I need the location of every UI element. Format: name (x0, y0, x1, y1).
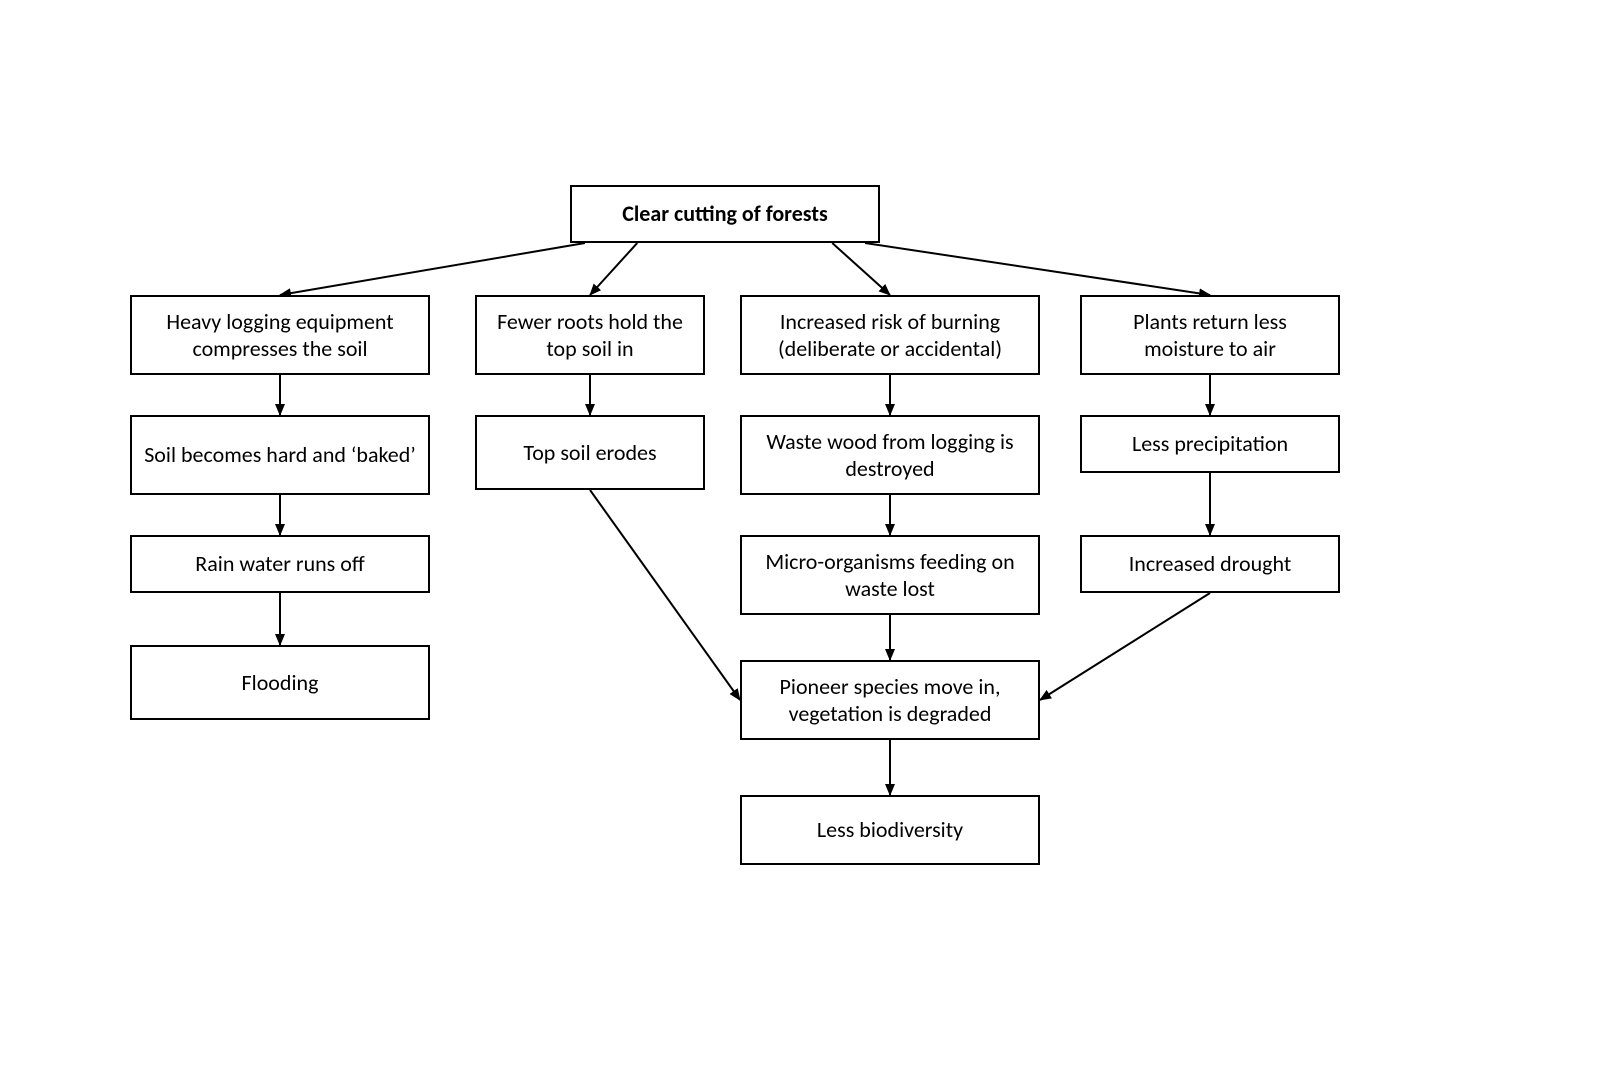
flowchart-node-label: Clear cutting of forests (622, 200, 827, 228)
flowchart-edge-c4r3-to-c3r4 (1040, 593, 1210, 700)
flowchart-node-c1r4: Flooding (130, 645, 430, 720)
flowchart-node-c3r3: Micro-organisms feeding on waste lost (740, 535, 1040, 615)
flowchart-node-root: Clear cutting of forests (570, 185, 880, 243)
flowchart-node-c4r1: Plants return less moisture to air (1080, 295, 1340, 375)
flowchart-node-c3r5: Less biodiversity (740, 795, 1040, 865)
flowchart-node-label: Less biodiversity (817, 816, 963, 844)
flowchart-node-c4r2: Less precipitation (1080, 415, 1340, 473)
flowchart-node-label: Less precipitation (1132, 430, 1288, 458)
flowchart-node-label: Pioneer species move in, vegetation is d… (752, 673, 1028, 728)
flowchart-node-label: Soil becomes hard and ‘baked’ (144, 441, 416, 469)
flowchart-node-label: Increased drought (1129, 550, 1291, 578)
flowchart-edge-root-to-c2r1 (590, 243, 637, 295)
flowchart-node-c1r1: Heavy logging equipment compresses the s… (130, 295, 430, 375)
flowchart-edge-c2r2-to-c3r4 (590, 490, 740, 700)
flowchart-node-label: Heavy logging equipment compresses the s… (142, 308, 418, 363)
flowchart-node-label: Flooding (242, 669, 319, 697)
flowchart-edge-root-to-c4r1 (865, 243, 1210, 295)
flowchart-node-label: Plants return less moisture to air (1092, 308, 1328, 363)
flowchart-node-label: Fewer roots hold the top soil in (487, 308, 693, 363)
flowchart-node-label: Micro-organisms feeding on waste lost (752, 548, 1028, 603)
flowchart-node-c1r2: Soil becomes hard and ‘baked’ (130, 415, 430, 495)
flowchart-edge-root-to-c1r1 (280, 243, 585, 295)
flowchart-canvas: Clear cutting of forests Heavy logging eq… (0, 0, 1612, 1084)
flowchart-node-c4r3: Increased drought (1080, 535, 1340, 593)
flowchart-node-c2r2: Top soil erodes (475, 415, 705, 490)
flowchart-node-label: Waste wood from logging is destroyed (752, 428, 1028, 483)
flowchart-node-label: Increased risk of burning (deliberate or… (752, 308, 1028, 363)
flowchart-node-c3r4: Pioneer species move in, vegetation is d… (740, 660, 1040, 740)
flowchart-node-label: Top soil erodes (523, 439, 656, 467)
flowchart-node-c2r1: Fewer roots hold the top soil in (475, 295, 705, 375)
flowchart-node-c3r2: Waste wood from logging is destroyed (740, 415, 1040, 495)
flowchart-node-label: Rain water runs off (195, 550, 364, 578)
flowchart-node-c3r1: Increased risk of burning (deliberate or… (740, 295, 1040, 375)
flowchart-node-c1r3: Rain water runs off (130, 535, 430, 593)
flowchart-edge-root-to-c3r1 (832, 243, 890, 295)
